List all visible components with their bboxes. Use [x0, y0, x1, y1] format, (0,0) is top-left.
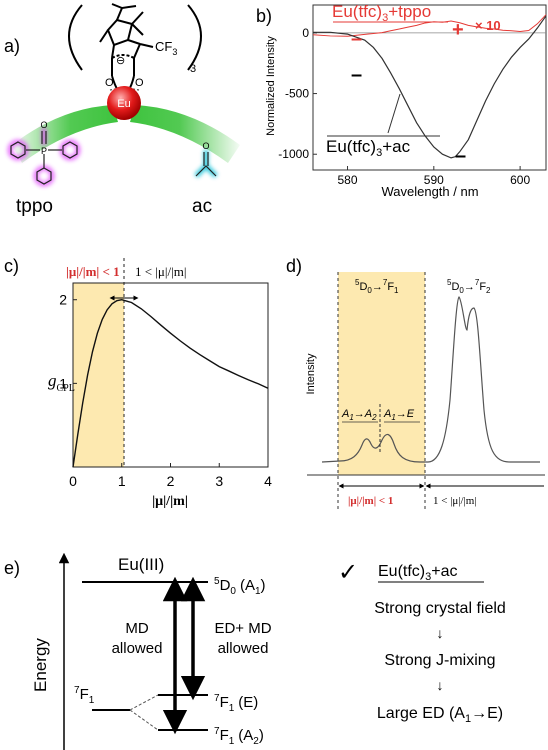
- chart-c-shade: [73, 283, 124, 467]
- chart-c-ytick-label: 2: [59, 292, 67, 308]
- eu-label: Eu: [117, 98, 130, 110]
- step-large-ed: Large ED (A1→E): [377, 705, 503, 725]
- chart-b-ylabel: Normalized Intensity: [265, 36, 277, 136]
- chart-b-plot: 580 590 600 0 -500 -1000: [278, 14, 547, 187]
- chart-c-plot: 0 1 2 3 4 1 2: [59, 292, 272, 489]
- tppo-oxygen-label: O: [40, 120, 47, 130]
- checkmark-icon: ✓: [338, 559, 358, 586]
- down-arrow-1: ↓: [437, 625, 444, 641]
- chart-b-xtick-label: 600: [510, 173, 530, 187]
- ac-minus-sign-right: –: [455, 145, 466, 167]
- eu-iii-label: Eu(III): [118, 555, 164, 574]
- spectrum-curve: [321, 296, 540, 463]
- chart-b-frame: [312, 4, 547, 171]
- chart-c-xtick-label: 0: [69, 473, 77, 489]
- oxygen-left-label: O: [105, 77, 114, 89]
- green-bridge-left: [12, 105, 118, 163]
- chart-d-bottom-left: |μ|/|m| < 1: [348, 495, 393, 507]
- chart-c-xlabel: |μ|/|m|: [152, 494, 188, 509]
- green-bridge-right: [130, 105, 240, 163]
- panel-a: a) CF3 3 ⊖ O O: [4, 3, 240, 217]
- level-5d0-label: 5D0 (A1): [214, 576, 266, 597]
- right-bracket: [187, 4, 202, 71]
- ac-oxygen-label: O: [202, 141, 209, 151]
- ed-label-line1: ED+ MD: [214, 620, 271, 637]
- step-crystal-field: Strong crystal field: [374, 600, 506, 617]
- label-5d0-7f1: 5D0→7F1: [355, 278, 399, 295]
- cf3-label: CF3: [155, 39, 177, 57]
- energy-label: Energy: [31, 638, 50, 692]
- chart-c-ylabel: gCPL: [48, 371, 75, 394]
- level-7f1-e-label: 7F1 (E): [214, 693, 258, 714]
- splitting-line-up: [129, 694, 159, 711]
- label-5d0-7f2: 5D0→7F2: [447, 278, 491, 295]
- gcpl-curve: [72, 299, 269, 468]
- series-ac-line: [313, 15, 547, 159]
- multiplier-label: × 10: [475, 18, 501, 33]
- panel-c-label: c): [4, 256, 19, 276]
- chart-c-xtick-label: 4: [264, 473, 272, 489]
- phosphorus-label: P: [41, 146, 47, 156]
- panel-b: b) 580 590 600 0 -500 -1000 Normalized Intens…: [256, 2, 547, 199]
- chart-c-xtick-label: 1: [118, 473, 126, 489]
- legend-tppo: Eu(tfc)3+tppo: [332, 2, 431, 24]
- tppo-minus-sign: –: [351, 28, 362, 50]
- chart-c-header-right: 1 < |μ|/|m|: [135, 264, 186, 279]
- ac-label: ac: [192, 196, 212, 217]
- legend-ac: Eu(tfc)3+ac: [326, 137, 411, 159]
- label-a1-a2: A1→A2: [341, 408, 377, 422]
- panel-a-label: a): [4, 36, 20, 56]
- step-j-mixing: Strong J-mixing: [384, 652, 495, 669]
- panel-b-label: b): [256, 6, 272, 26]
- tppo-plus-sign: +: [452, 19, 464, 41]
- chart-d-bottom-right: 1 < |μ|/|m|: [433, 495, 477, 507]
- panel-c: c) 0 1 2 3 412 |μ|/|m| < 1 1 < |μ|/|m| gCPL …: [4, 256, 272, 509]
- ed-label-line2: allowed: [218, 640, 269, 657]
- chart-c-xtick-label: 2: [167, 473, 175, 489]
- bracket-subscript: 3: [190, 63, 196, 75]
- md-label-line1: MD: [125, 620, 148, 637]
- chart-c-ytick-label: 1: [59, 375, 67, 391]
- panel-e-label: e): [4, 558, 20, 578]
- tppo-label: tppo: [16, 196, 53, 217]
- chart-b-ytick-label: -500: [285, 87, 309, 101]
- conclusion-title: Eu(tfc)3+ac: [378, 563, 458, 583]
- level-7f1-a2-label: 7F1 (A2): [214, 726, 264, 747]
- label-a1-e: A1→E: [383, 408, 415, 422]
- chart-b-xtick-label: 590: [424, 173, 444, 187]
- level-7f1-label: 7F1: [74, 685, 95, 706]
- panel-e: e) Energy Eu(III) 5D0 (A1) 7F1 7F1 (E) 7F1…: [4, 552, 506, 750]
- tppo-molecule: P O: [7, 120, 81, 187]
- oxygen-right-label: O: [135, 77, 144, 89]
- panel-d-label: d): [286, 256, 302, 276]
- chart-c-header-left: |μ|/|m| < 1: [66, 264, 120, 279]
- splitting-line-down: [129, 709, 159, 731]
- chart-b-ytick-label: 0: [302, 26, 309, 40]
- chart-d-shade: [338, 272, 425, 475]
- charge-symbol: ⊖: [116, 55, 125, 67]
- down-arrow-2: ↓: [437, 677, 444, 693]
- legend-ac-pointer: [387, 93, 401, 134]
- chart-b-xlabel: Wavelength / nm: [381, 184, 478, 199]
- eu-ion-sphere: [107, 86, 141, 120]
- acetone-molecule: O: [194, 141, 218, 178]
- chart-c-xtick-label: 3: [215, 473, 223, 489]
- md-label-line2: allowed: [112, 640, 163, 657]
- chart-b-xtick-label: 580: [338, 173, 358, 187]
- left-bracket: [68, 4, 83, 71]
- ac-minus-sign-left: –: [351, 64, 362, 86]
- chart-b-ytick-label: -1000: [278, 147, 309, 161]
- panel-d: d) Intensity 5D0→7F1 5D0→7F2 A1→A2 A1→E …: [286, 256, 545, 512]
- chart-d-ylabel: Intensity: [305, 353, 317, 394]
